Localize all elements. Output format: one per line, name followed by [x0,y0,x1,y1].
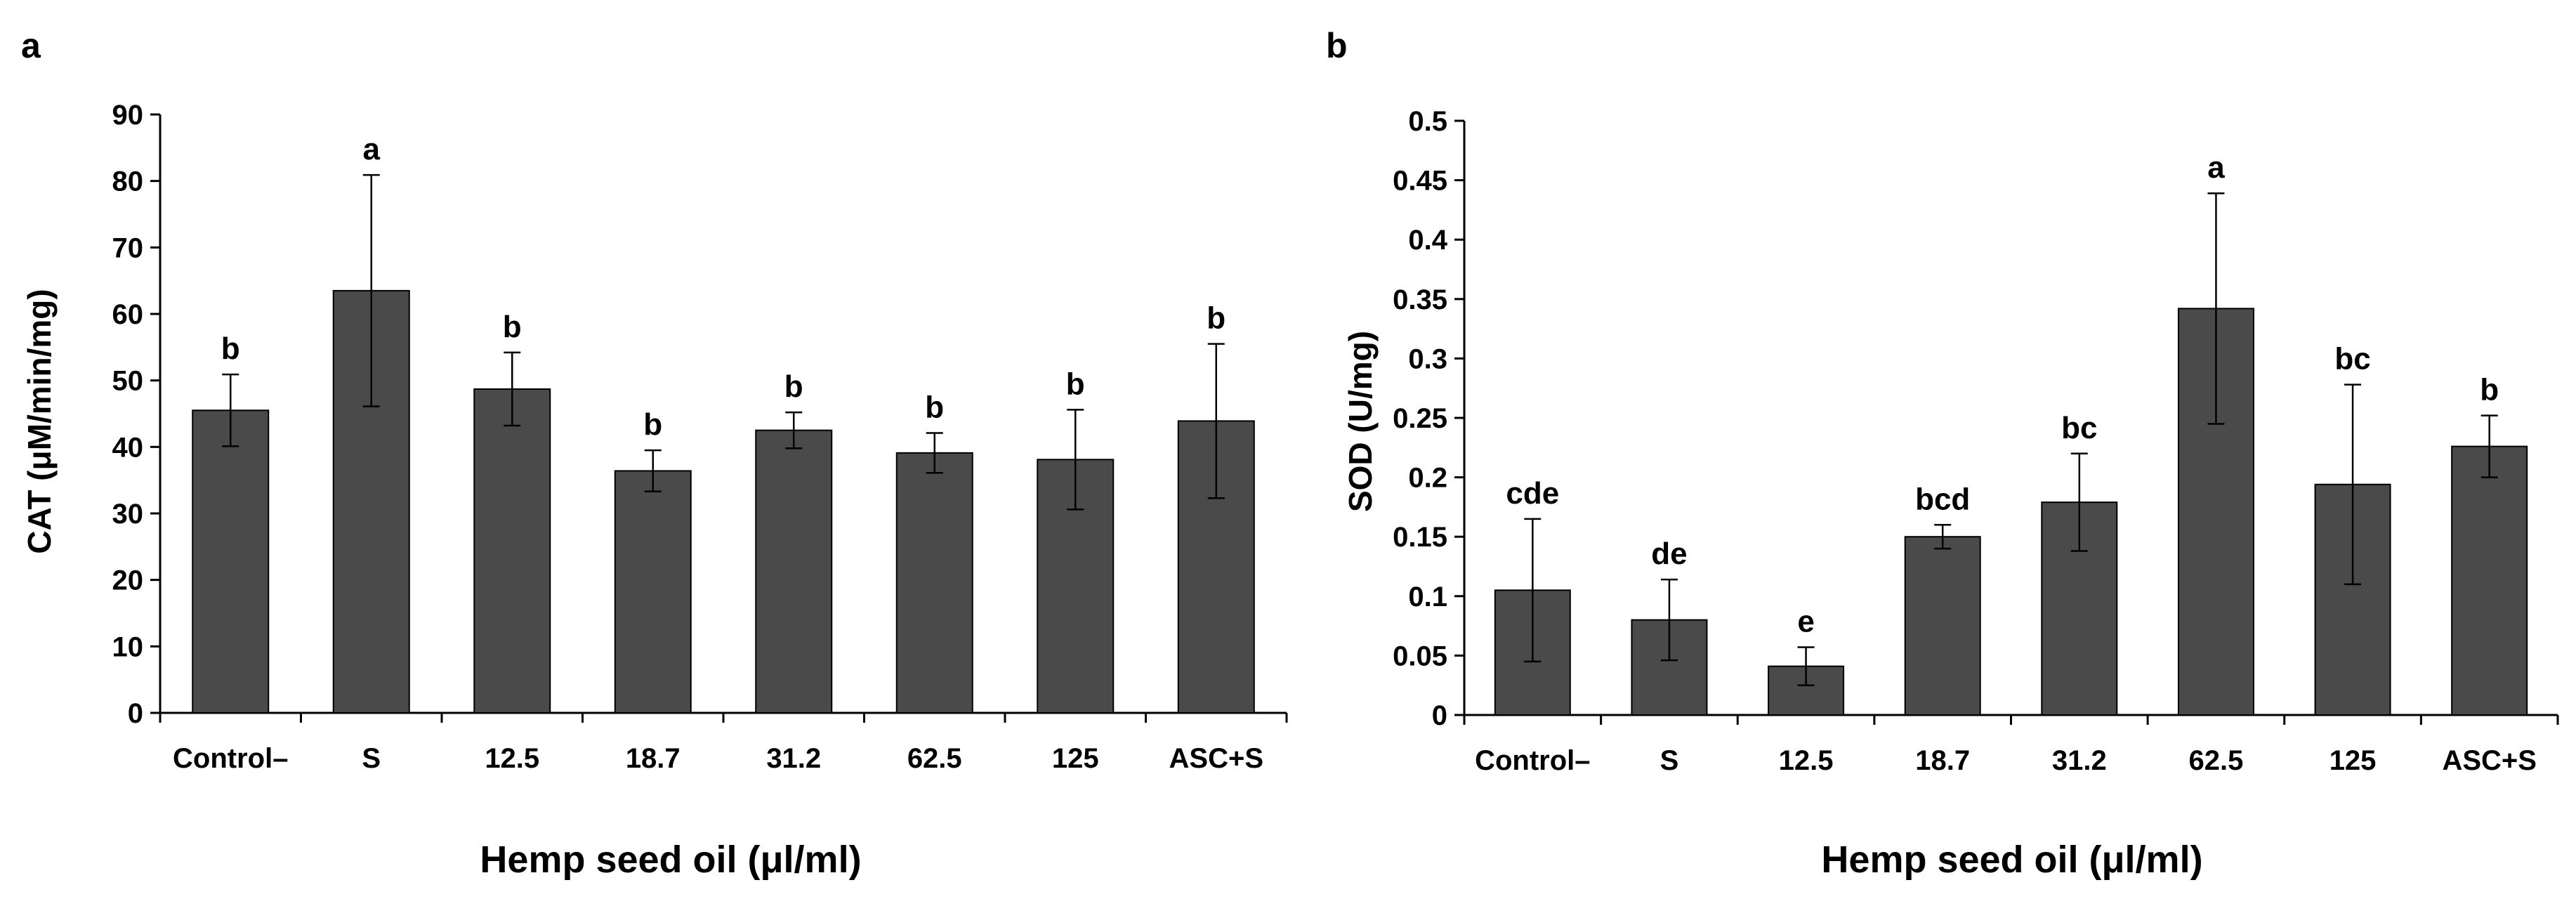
panel-b-significance-label: bc [2061,411,2097,445]
panel-a-y-tick-label: 10 [112,631,144,662]
panel-b-significance-label: e [1797,605,1814,639]
panel-a-chart: a CAT (μM/min/mg) Hemp seed oil (μl/ml) … [21,26,1288,881]
panel-b-y-tick-label: 0.1 [1408,582,1447,612]
panel-b-category-label: 12.5 [1779,745,1834,776]
panel-b-y-tick-label: 0.2 [1408,463,1447,494]
panel-a-bar [755,429,833,714]
panel-b-category-label: ASC+S [2442,745,2537,776]
panel-b-y-tick-label: 0.35 [1393,284,1447,315]
panel-a-letter: a [21,26,41,65]
panel-b-significance-label: de [1651,537,1687,571]
panel-b-y-tick-label: 0 [1432,700,1447,731]
panel-a-significance-label: b [784,369,803,404]
panel-a-y-tick-label: 40 [112,432,144,463]
panel-a-bar [895,452,973,714]
panel-b-x-axis-title: Hemp seed oil (μl/ml) [1821,839,2202,881]
panel-b-category-label: Control– [1475,745,1590,776]
panel-a-bar [192,409,270,714]
panel-b-significance-label: cde [1506,476,1559,511]
panel-a-bar [473,388,551,714]
panel-a-y-tick-label: 60 [112,299,144,330]
panel-a-significance-label: b [503,310,522,344]
panel-a-category-label: 18.7 [626,743,681,774]
panel-b-bar [1904,536,1981,716]
panel-b-significance-label: bcd [1915,482,1970,516]
panel-a-y-tick-label: 20 [112,565,144,596]
panel-b-letter: b [1326,26,1348,65]
panel-a-category-label: Control– [173,743,288,774]
panel-a-y-tick-label: 90 [112,100,144,131]
panel-a-y-tick-label: 30 [112,499,144,530]
panel-b-category-label: 18.7 [1915,745,1970,776]
panel-a-y-tick-label: 80 [112,166,144,197]
panel-b-category-label: 31.2 [2052,745,2107,776]
panel-a-y-tick-label: 0 [128,698,143,729]
panel-b-y-tick-label: 0.45 [1393,166,1447,197]
panel-b-bar [2451,445,2528,716]
panel-a-x-axis-title: Hemp seed oil (μl/ml) [480,839,861,881]
panel-b-y-tick-label: 0.25 [1393,403,1447,434]
panel-b-y-tick-label: 0.15 [1393,522,1447,553]
panel-b-significance-label: b [2480,373,2499,407]
panel-b-y-axis-title: SOD (U/mg) [1342,331,1379,512]
panel-a-category-label: S [362,743,381,774]
panel-a-significance-label: b [643,407,662,442]
panel-b-chart: b SOD (U/mg) Hemp seed oil (μl/ml) 0 0.05… [1326,26,2559,881]
panel-b-y-tick-label: 0.4 [1408,225,1447,256]
panel-a-category-label: 125 [1052,743,1099,774]
panel-b-significance-label: a [2207,150,2225,185]
panel-b-category-label: S [1660,745,1679,776]
panel-a-category-label: 12.5 [485,743,539,774]
panel-a-category-label: ASC+S [1169,743,1264,774]
panel-b-significance-label: bc [2334,342,2370,376]
panel-a-significance-label: b [1207,301,1225,336]
panel-a-y-tick-label: 70 [112,232,144,263]
panel-a-significance-label: a [363,132,381,166]
panel-a-category-label: 31.2 [766,743,821,774]
panel-a-significance-label: b [1066,367,1085,401]
panel-b-y-tick-label: 0.5 [1408,106,1447,137]
panel-b-category-label: 125 [2329,745,2377,776]
panel-b-category-label: 62.5 [2189,745,2244,776]
panel-a-significance-label: b [925,390,944,424]
panel-a-category-label: 62.5 [907,743,962,774]
panel-a-y-tick-label: 50 [112,366,144,397]
panel-a-y-axis-title: CAT (μM/min/mg) [21,289,58,553]
panel-b-y-tick-label: 0.3 [1408,343,1447,374]
panel-b-y-tick-label: 0.05 [1393,641,1447,671]
panel-a-significance-label: b [221,332,240,366]
panel-a-bar [614,470,692,714]
